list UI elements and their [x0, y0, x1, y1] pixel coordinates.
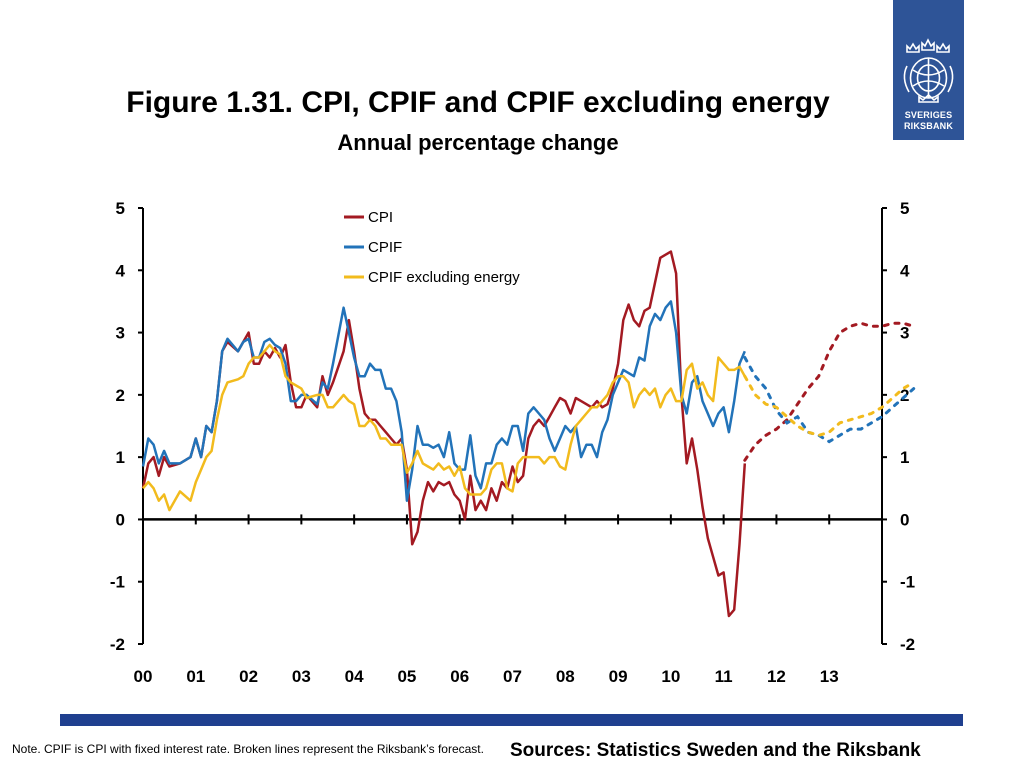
x-tick-label: 08	[556, 667, 575, 686]
x-tick-label: 13	[820, 667, 839, 686]
x-tick-label: 01	[186, 667, 205, 686]
y-tick-label-left: 3	[116, 324, 125, 343]
x-tick-label: 06	[450, 667, 469, 686]
y-tick-label-left: 2	[116, 386, 125, 405]
y-tick-label-left: -1	[110, 573, 125, 592]
legend-background	[332, 198, 554, 294]
line-chart: -2 -2-1 -10 01 12 23 34 45 500 01 02 03 04 05 06 07 08 09…	[110, 198, 916, 686]
chart-title: Figure 1.31. CPI, CPIF and CPIF excludin…	[126, 86, 830, 119]
series-forecast-line-1	[743, 356, 916, 444]
x-tick-label: 11	[715, 667, 733, 686]
y-tick-label-right: 1	[900, 448, 909, 467]
riksbank-crown-emblem-icon	[903, 38, 954, 103]
footer-note: Note. CPIF is CPI with fixed interest ra…	[12, 742, 484, 756]
footer-sources: Sources: Statistics Sweden and the Riksb…	[510, 740, 921, 761]
legend-label: CPIF excluding energy	[368, 269, 520, 286]
footer-divider-bar	[60, 714, 963, 726]
y-tick-label-left: 1	[116, 448, 125, 467]
x-tick-label: 10	[661, 667, 680, 686]
chart-subtitle: Annual percentage change	[337, 130, 619, 155]
x-tick-label: 02	[239, 667, 258, 686]
series-forecast-line-0	[743, 321, 916, 462]
legend-label: CPI	[368, 209, 393, 226]
y-tick-label-right: 5	[900, 199, 909, 218]
y-tick-label-right: 4	[900, 261, 910, 280]
y-tick-label-right: -1	[900, 573, 915, 592]
y-tick-label-right: -2	[900, 635, 915, 654]
y-tick-label-right: 3	[900, 324, 909, 343]
series-line-2	[142, 343, 746, 512]
x-tick-label: 09	[609, 667, 628, 686]
logo-text-line2: RIKSBANK	[903, 121, 954, 131]
series-forecast-line-2	[743, 374, 916, 437]
logo-text-line1: SVERIGES	[904, 110, 953, 120]
y-tick-label-left: 0	[116, 510, 125, 529]
x-tick-label: 07	[503, 667, 522, 686]
x-tick-label: 12	[767, 667, 786, 686]
x-tick-label: 00	[134, 667, 153, 686]
riksbank-logo: SVERIGES RIKSBANK	[893, 0, 964, 140]
x-tick-label: 03	[292, 667, 311, 686]
chart-axes: -2 -2-1 -10 01 12 23 34 45 500 01 02 03 04 05 06 07 08 09…	[110, 199, 915, 686]
y-tick-label-right: 0	[900, 510, 909, 529]
y-tick-label-left: 5	[116, 199, 125, 218]
chart-legend: CPI CPIF CPIF excluding energy	[332, 198, 554, 294]
chart-series	[141, 250, 916, 618]
x-tick-label: 04	[345, 667, 364, 686]
series-line-0	[141, 250, 747, 618]
y-tick-label-left: -2	[110, 635, 125, 654]
x-tick-label: 05	[397, 667, 416, 686]
legend-label: CPIF	[368, 239, 402, 256]
y-tick-label-left: 4	[116, 261, 126, 280]
